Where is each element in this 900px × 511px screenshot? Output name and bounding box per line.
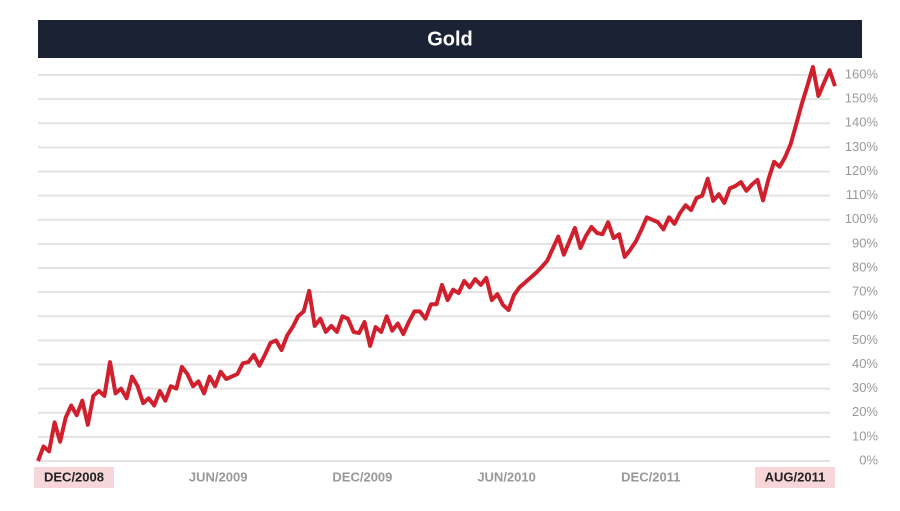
y-tick-label: 150% [845, 91, 879, 106]
title-bar [38, 20, 862, 58]
y-tick-label: 100% [845, 211, 879, 226]
y-tick-label: 60% [852, 308, 878, 323]
y-tick-label: 140% [845, 115, 879, 130]
y-tick-label: 120% [845, 163, 879, 178]
x-tick-label: DEC/2011 [621, 469, 680, 484]
y-tick-label: 10% [852, 428, 878, 443]
y-tick-label: 50% [852, 332, 878, 347]
x-label-highlight [755, 467, 835, 488]
y-tick-label: 30% [852, 380, 878, 395]
chart-title: Gold [427, 28, 473, 50]
y-tick-label: 80% [852, 259, 878, 274]
y-tick-label: 90% [852, 235, 878, 250]
line [36, 65, 837, 462]
x-tick-label: JUN/2010 [477, 469, 536, 484]
y-tick-label: 70% [852, 284, 878, 299]
x-label-highlight [34, 467, 114, 488]
x-tick-label: AUG/2011 [765, 469, 826, 484]
y-tick-label: 160% [845, 66, 879, 81]
y-tick-label: 130% [845, 139, 879, 154]
y-tick-label: 20% [852, 404, 878, 419]
y-tick-label: 40% [852, 356, 878, 371]
y-tick-label: 0% [859, 452, 878, 467]
y-tick-label: 110% [846, 187, 879, 202]
x-tick-label: JUN/2009 [189, 469, 248, 484]
x-tick-label: DEC/2008 [44, 469, 104, 484]
x-tick-label: DEC/2009 [332, 469, 392, 484]
